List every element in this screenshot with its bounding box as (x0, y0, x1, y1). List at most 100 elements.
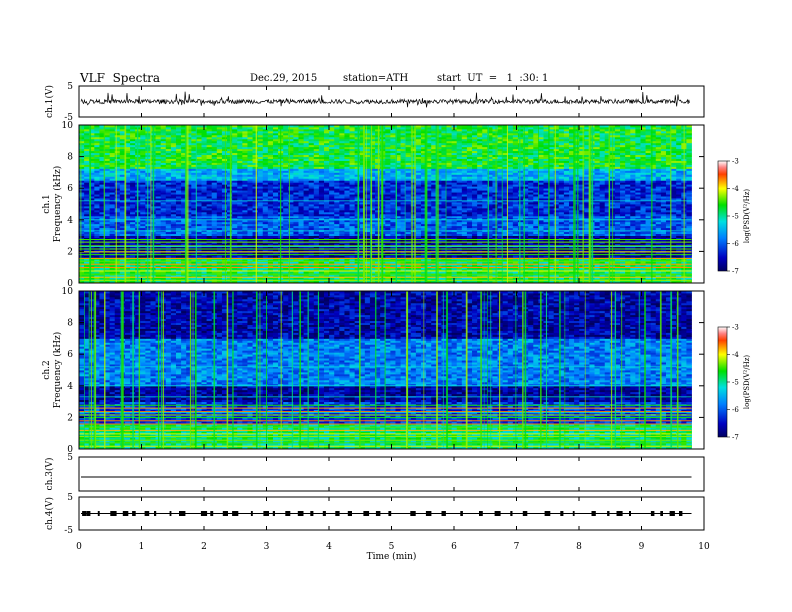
spectrogram-cell (405, 235, 412, 238)
spectrogram-cell (344, 227, 350, 231)
spectrogram-cell (395, 267, 401, 270)
spectrogram-cell (594, 225, 601, 229)
spectrogram-cell (247, 239, 253, 242)
spectrogram-cell (84, 235, 90, 238)
spectrogram-cell (283, 217, 289, 221)
spectrogram-cell (620, 267, 626, 270)
spectrogram-cell (676, 271, 682, 274)
spectrogram-cell (415, 231, 422, 235)
spectrogram-cell (599, 207, 606, 211)
spectrogram-cell (461, 233, 468, 236)
spectrogram-cell (124, 227, 131, 231)
spectrogram-cell (186, 259, 192, 262)
spectrogram-cell (104, 204, 111, 207)
spectrogram-cell (640, 249, 646, 252)
spectrogram-cell (155, 243, 162, 246)
spectrogram-cell (410, 215, 417, 219)
spectrogram-cell (227, 271, 233, 274)
spectrogram-cell (655, 277, 662, 280)
spectrogram-cell (191, 204, 197, 207)
spectrogram-cell (334, 211, 340, 215)
spectrogram-cell (313, 231, 320, 235)
spectrogram-cell (420, 261, 427, 264)
spectrogram-cell (502, 219, 509, 223)
spectrogram-cell (262, 267, 269, 270)
spectrogram-cell (431, 207, 437, 211)
spectrogram-cell (456, 249, 463, 252)
spectrogram-cell (533, 231, 539, 235)
spectrogram-cell (461, 271, 468, 274)
spectrogram-cell (130, 202, 136, 205)
spectrogram-cell (548, 249, 555, 252)
spectrogram-cell (329, 261, 335, 264)
spectrogram-cell (410, 223, 417, 227)
spectrogram-cell (211, 231, 218, 235)
spectrogram-cell (206, 239, 213, 242)
spectrogram-cell (175, 205, 182, 209)
spectrogram-cell (548, 269, 555, 272)
spectrogram-cell (196, 231, 202, 235)
spectrogram-cell (426, 231, 432, 235)
spectrogram-cell (671, 271, 677, 274)
spectrogram-cell (308, 249, 315, 252)
spectrogram-cell (497, 243, 504, 246)
spectrogram-cell (426, 275, 432, 278)
spectrogram-cell (563, 204, 570, 207)
spectrogram-cell (676, 211, 682, 215)
spectrogram-cell (599, 215, 606, 219)
spectrogram-cell (426, 259, 432, 262)
spectrogram-cell (160, 225, 167, 229)
spectrogram-cell (186, 267, 192, 270)
spectrogram-cell (482, 202, 488, 205)
spectrogram-cell (497, 205, 504, 209)
spectrogram-cell (456, 239, 463, 242)
spectrogram-cell (517, 211, 524, 215)
spectrogram-cell (655, 221, 662, 225)
spectrogram-cell (472, 281, 478, 284)
spectrogram-cell (221, 259, 228, 262)
spectrogram-cell (283, 277, 289, 280)
spectrogram-cell (426, 221, 432, 225)
spectrogram-cell (114, 243, 121, 246)
spectrogram-cell (630, 207, 636, 211)
spectrogram-cell (436, 221, 442, 225)
spectrogram-cell (431, 249, 437, 252)
spectrogram-cell (579, 255, 585, 258)
spectrogram-cell (262, 243, 269, 246)
spectrogram-cell (114, 265, 121, 268)
spectrogram-cell (324, 241, 330, 244)
spectrogram-cell (477, 219, 483, 223)
spectrogram-cell (451, 271, 458, 274)
spectrogram-cell (604, 243, 611, 246)
spectrogram-cell (655, 281, 662, 284)
spectrogram-cell (252, 205, 259, 209)
spectrogram-cell (175, 269, 182, 272)
spectrogram-cell (548, 265, 555, 268)
spectrogram-cell (329, 202, 335, 205)
spectrogram-cell (569, 251, 575, 254)
spectrogram-cell (359, 223, 366, 227)
spectrogram-cell (436, 217, 442, 221)
spectrogram-cell (599, 235, 606, 238)
spectrogram-cell (553, 225, 560, 229)
spectrogram-cell (512, 221, 519, 225)
spectrogram-cell (431, 209, 437, 213)
spectrogram-cell (252, 271, 259, 274)
spectrogram-cell (191, 265, 197, 268)
spectrogram-cell (630, 243, 636, 246)
spectrogram-cell (313, 259, 320, 262)
spectrogram-cell (507, 231, 514, 235)
spectrogram-cell (487, 209, 493, 213)
spectrogram-cell (104, 215, 111, 219)
spectrogram-cell (574, 235, 580, 238)
spectrogram-cell (533, 221, 539, 225)
spectrogram-cell (303, 204, 310, 207)
spectrogram-cell (94, 275, 100, 278)
spectrogram-cell (574, 215, 580, 219)
spectrogram-cell (599, 217, 606, 221)
spectrogram-cell (594, 233, 601, 236)
spectrogram-cell (523, 227, 529, 231)
spectrogram-cell (160, 235, 167, 238)
spectrogram-cell (569, 211, 575, 215)
spectrogram-cell (466, 225, 473, 229)
